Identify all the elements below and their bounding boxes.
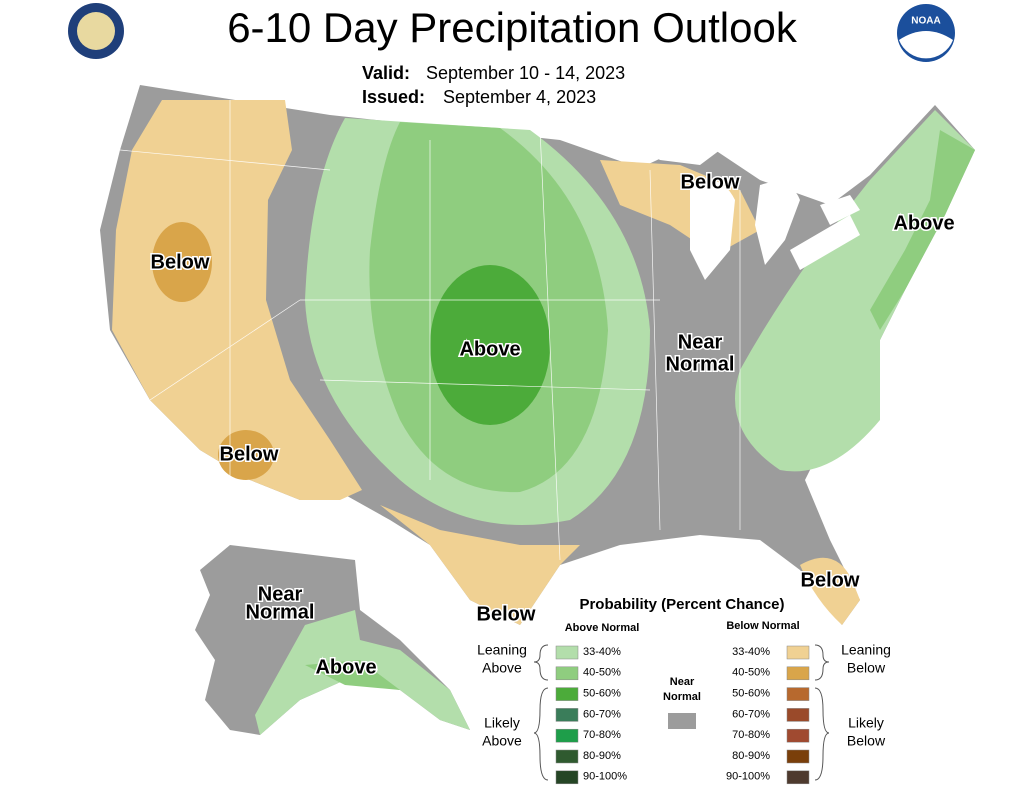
above-northeast-core <box>870 130 975 330</box>
below-heading: Below Normal <box>726 620 799 632</box>
above-swatch <box>555 708 579 722</box>
map-label: Above <box>893 212 954 234</box>
above-swatch <box>555 770 579 785</box>
map-label: Below <box>220 443 279 465</box>
above-swatch <box>555 645 579 660</box>
alaska <box>195 545 470 735</box>
legend: Probability (Percent Chance) Above Norma… <box>477 596 891 785</box>
near-normal-swatch <box>668 713 696 729</box>
below-swatch <box>786 687 810 701</box>
near-normal-label: Near <box>670 676 695 688</box>
above-range: 40-50% <box>583 667 621 679</box>
above-swatch <box>555 687 579 701</box>
below-range: 50-60% <box>732 688 770 700</box>
issued-label: Issued: <box>362 87 425 107</box>
group-label: Leaning <box>477 642 527 658</box>
map-label: Near <box>258 583 303 605</box>
group-label: Above <box>482 733 522 749</box>
noaa-gull <box>899 31 953 59</box>
below-swatch <box>786 666 810 681</box>
group-label: Above <box>482 660 522 676</box>
group-label: Leaning <box>841 642 891 658</box>
above-range: 90-100% <box>583 771 627 783</box>
above-swatch <box>555 749 579 764</box>
below-texas <box>380 505 580 625</box>
above-range: 50-60% <box>583 688 621 700</box>
below-range: 40-50% <box>732 667 770 679</box>
map-labels: Below Below Below Below Below Above Above Above… <box>149 170 956 680</box>
map-label: Near <box>678 331 723 353</box>
map-label: Normal <box>666 353 735 375</box>
noaa-text: NOAA <box>911 16 940 27</box>
map-label: Above <box>459 338 520 360</box>
above-heading: Above Normal <box>565 622 640 634</box>
near-normal-label: Normal <box>663 691 701 703</box>
title: 6-10 Day Precipitation Outlook <box>227 4 798 51</box>
seal-inner <box>77 12 115 50</box>
map-label: Normal <box>246 601 315 623</box>
below-swatch <box>786 728 810 743</box>
above-range: 80-90% <box>583 750 621 762</box>
alaska-above-core <box>305 660 400 690</box>
below-range: 33-40% <box>732 646 770 658</box>
above-range: 70-80% <box>583 729 621 741</box>
below-range: 60-70% <box>732 708 770 720</box>
below-range: 90-100% <box>726 771 770 783</box>
group-label: Below <box>847 660 886 676</box>
map-label: Below <box>801 569 860 591</box>
above-range: 33-40% <box>583 646 621 658</box>
legend-title: Probability (Percent Chance) <box>579 596 784 613</box>
below-swatch <box>786 749 810 764</box>
map-label: Below <box>151 251 210 273</box>
group-label: Likely <box>484 715 520 731</box>
below-swatch <box>786 645 810 660</box>
below-ca-core <box>152 222 212 302</box>
above-swatch <box>555 666 579 681</box>
map-label: Above <box>315 656 376 678</box>
below-swatch <box>786 770 810 785</box>
below-florida <box>800 557 860 625</box>
legend-braces <box>533 644 830 781</box>
below-az-core <box>218 430 274 480</box>
valid-label: Valid: <box>362 63 410 83</box>
below-swatch <box>786 708 810 722</box>
above-east <box>735 110 975 472</box>
great-lakes <box>630 132 860 280</box>
above-range: 60-70% <box>583 708 621 720</box>
conus <box>100 85 975 625</box>
below-west <box>112 100 362 500</box>
below-range: 70-80% <box>732 729 770 741</box>
group-label: Below <box>847 733 886 749</box>
above-likely-core <box>430 265 550 425</box>
group-label: Likely <box>848 715 884 731</box>
logos: NOAA <box>68 3 955 62</box>
below-range: 80-90% <box>732 750 770 762</box>
valid-dates: September 10 - 14, 2023 <box>426 63 625 83</box>
above-swatch <box>555 728 579 743</box>
map-label: Below <box>681 171 740 193</box>
map-label: Below <box>477 603 536 625</box>
state-lines <box>119 100 741 561</box>
issued-date: September 4, 2023 <box>443 87 596 107</box>
